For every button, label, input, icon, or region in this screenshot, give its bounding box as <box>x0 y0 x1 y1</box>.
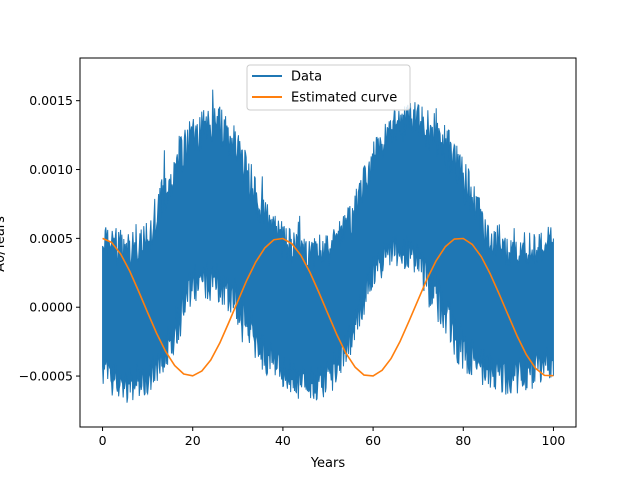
x-axis-label: Years <box>310 456 346 471</box>
y-axis-label: A0/Years <box>0 216 8 272</box>
x-tick-label: 20 <box>185 433 201 448</box>
legend: Data Estimated curve <box>246 64 411 111</box>
y-tick-label: 0.0010 <box>29 162 73 177</box>
legend-label-data: Data <box>291 70 322 85</box>
series-data-band <box>102 89 554 403</box>
legend-box <box>246 64 411 111</box>
series-group <box>102 89 554 403</box>
legend-label-estimated-curve: Estimated curve <box>291 91 397 106</box>
x-tick-label: 0 <box>99 433 107 448</box>
axes-frame <box>79 57 577 428</box>
x-tick-label: 40 <box>275 433 291 448</box>
y-tick-label: 0.0000 <box>29 300 73 315</box>
x-tick-label: 80 <box>455 433 471 448</box>
x-tick-label: 60 <box>365 433 381 448</box>
x-tick-label: 100 <box>542 433 566 448</box>
plot-area <box>102 89 554 403</box>
y-tick-label: 0.0015 <box>29 93 73 108</box>
series-estimated-curve <box>102 237 554 377</box>
axes: 0 20 40 60 80 100 −0.0005 0.0000 0.0005 0.0010 0.0… <box>19 57 577 448</box>
y-tick-label: 0.0005 <box>29 231 73 246</box>
y-tick-label: −0.0005 <box>19 369 73 384</box>
